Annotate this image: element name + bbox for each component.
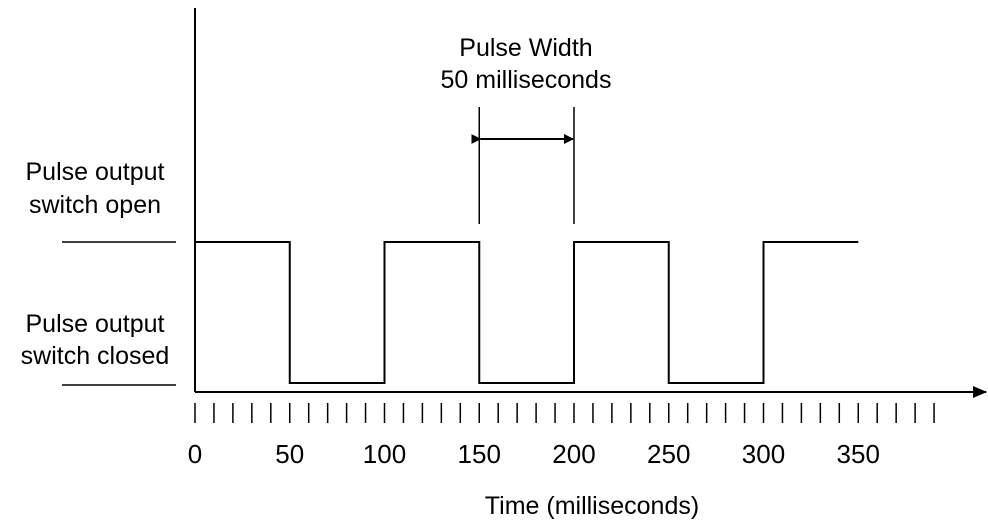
x-tick-label: 0 <box>188 439 202 469</box>
pulse-width-title: Pulse Width <box>459 34 592 62</box>
x-tick-label: 150 <box>458 439 501 469</box>
closed-label-line1: Pulse output <box>26 310 165 338</box>
open-label-line1: Pulse output <box>26 158 165 186</box>
x-tick-label: 200 <box>552 439 595 469</box>
x-tick-label: 100 <box>363 439 406 469</box>
x-tick-label: 50 <box>275 439 304 469</box>
x-tick-label: 250 <box>647 439 690 469</box>
x-tick-label: 300 <box>742 439 785 469</box>
x-axis-title: Time (milliseconds) <box>485 492 699 520</box>
x-tick-label: 350 <box>837 439 880 469</box>
open-label-line2: switch open <box>29 191 161 219</box>
x-axis-ticks <box>194 403 935 423</box>
pulse-width-value: 50 milliseconds <box>441 66 612 94</box>
pulse-waveform <box>195 241 859 384</box>
x-axis-tick-labels: 0 50 100 150 200 250 300 350 <box>188 439 880 469</box>
closed-label-line2: switch closed <box>21 342 170 370</box>
